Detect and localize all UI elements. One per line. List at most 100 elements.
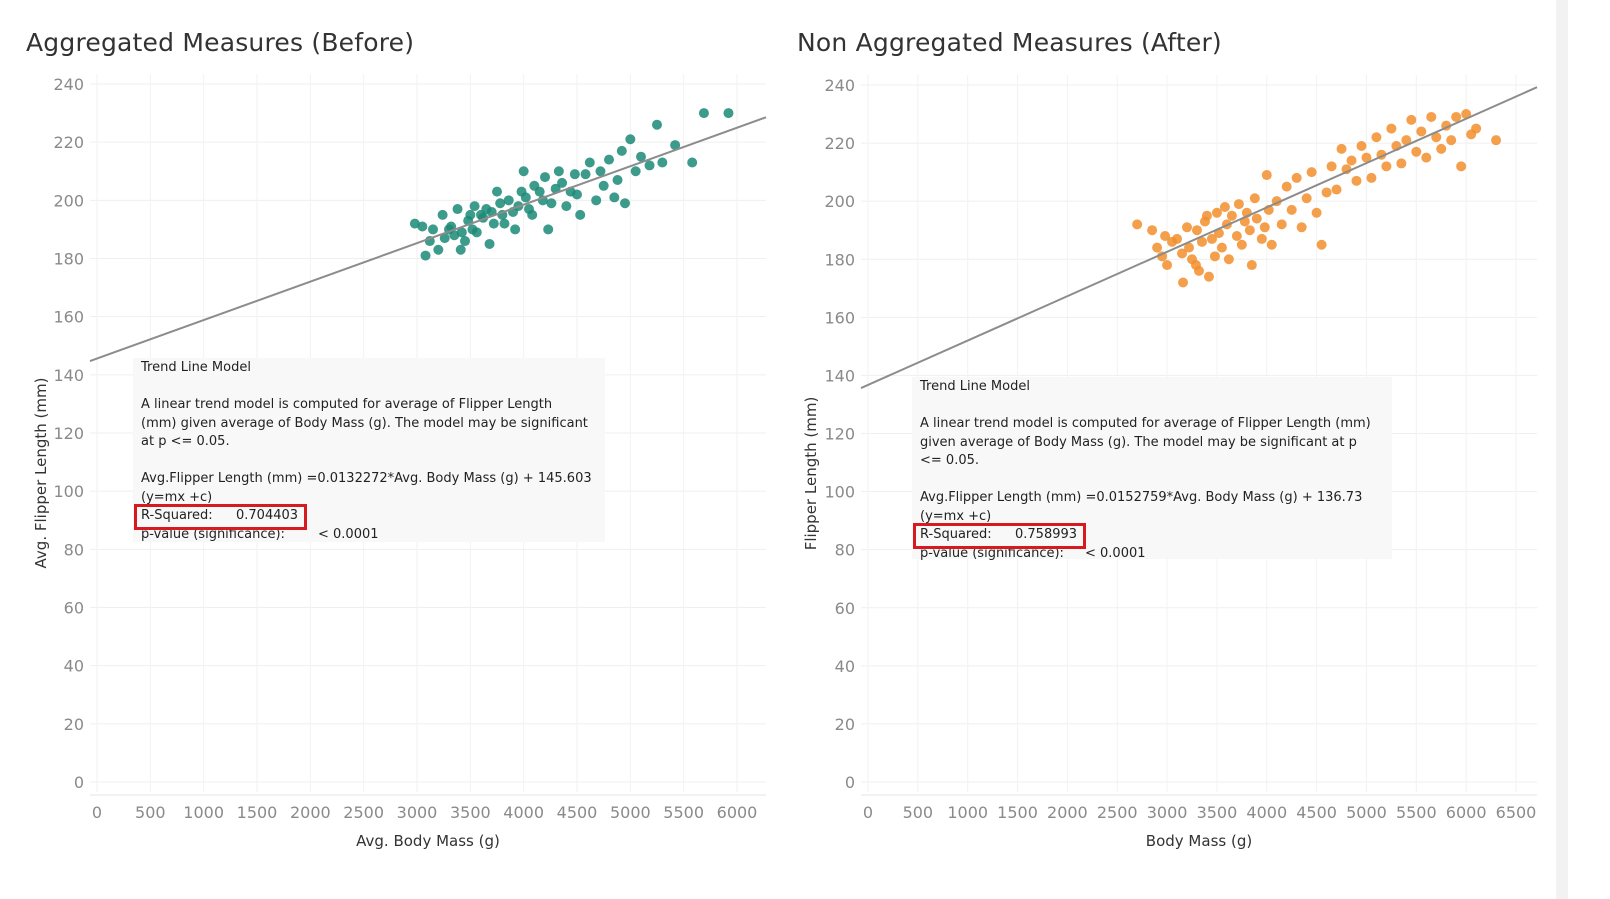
data-point (456, 227, 467, 238)
data-point (591, 195, 602, 206)
data-point (1426, 111, 1437, 122)
data-point (518, 166, 529, 177)
data-point (1259, 222, 1270, 233)
y-tick-label: 0 (845, 773, 855, 792)
data-point (1276, 219, 1287, 230)
data-point (698, 108, 709, 119)
x-tick-label: 5500 (663, 803, 704, 822)
data-point (1491, 135, 1502, 146)
x-tick-label: 5000 (1346, 803, 1387, 822)
data-point (1306, 167, 1317, 178)
data-point (572, 189, 582, 200)
scrollbar-track[interactable] (1556, 0, 1568, 899)
data-point (503, 195, 514, 206)
data-point (1446, 135, 1457, 146)
data-point (1331, 184, 1342, 195)
x-tick-label: 6000 (1446, 803, 1487, 822)
data-point (1209, 251, 1220, 262)
data-point (1386, 123, 1397, 134)
y-tick-label: 180 (824, 250, 855, 269)
data-point (1233, 199, 1244, 210)
y-tick-label: 140 (53, 366, 84, 385)
data-point (1301, 193, 1312, 204)
x-tick-label: 1500 (237, 803, 278, 822)
x-axis-title: Body Mass (g) (1146, 832, 1252, 850)
chart-title: Aggregated Measures (Before) (26, 28, 415, 57)
data-point (652, 119, 662, 130)
data-point (1291, 172, 1302, 183)
trend-line (860, 86, 1538, 389)
x-tick-label: 0 (863, 803, 873, 822)
data-point (1162, 260, 1173, 271)
x-tick-label: 0 (92, 803, 102, 822)
data-point (1361, 152, 1372, 163)
data-point (1226, 210, 1237, 221)
data-point (1371, 132, 1382, 143)
data-point (495, 198, 506, 209)
data-point (557, 177, 568, 188)
data-point (1396, 158, 1407, 169)
data-point (1296, 222, 1307, 233)
data-point (625, 134, 636, 145)
data-point (1223, 254, 1234, 265)
data-point (1132, 219, 1143, 230)
y-tick-label: 20 (835, 715, 855, 734)
r-squared-label: R-Squared: (141, 508, 213, 523)
y-tick-label: 40 (835, 657, 855, 676)
data-point (488, 218, 499, 229)
x-tick-label: 2000 (1047, 803, 1088, 822)
data-point (616, 145, 627, 156)
data-point (553, 166, 564, 177)
data-point (546, 198, 557, 209)
data-point (1177, 248, 1188, 259)
y-tick-label: 80 (64, 540, 84, 559)
x-tick-label: 4000 (503, 803, 544, 822)
p-value-label: p-value (significance): (141, 526, 285, 542)
y-tick-label: 40 (64, 657, 84, 676)
y-tick-label: 60 (835, 599, 855, 618)
r-squared-value: 0.758993 (1015, 527, 1078, 542)
data-point (433, 244, 444, 255)
y-tick-label: 180 (53, 250, 84, 269)
data-point (1351, 175, 1362, 186)
x-tick-label: 4500 (1296, 803, 1337, 822)
chart-panel-before: Aggregated Measures (Before) 0 20 40 60 80 10… (0, 0, 780, 899)
y-tick-label: 140 (824, 366, 855, 385)
x-tick-label: 3000 (1147, 803, 1188, 822)
data-point (540, 172, 550, 183)
data-point (1147, 225, 1158, 236)
x-tick-label: 4000 (1246, 803, 1287, 822)
data-point (1152, 242, 1163, 253)
tooltip-equation: Avg.Flipper Length (mm) =0.0132272*Avg. … (141, 471, 592, 486)
data-point (534, 186, 545, 197)
data-point (1286, 204, 1297, 215)
data-point (1261, 170, 1272, 181)
data-point (1381, 161, 1392, 172)
data-point (1456, 161, 1467, 172)
tooltip-description: A linear trend model is computed for ave… (920, 416, 1371, 468)
data-point (1326, 161, 1337, 172)
data-point (1206, 233, 1217, 244)
data-point (1311, 207, 1322, 218)
y-tick-label: 240 (53, 75, 84, 94)
x-tick-label: 2500 (343, 803, 384, 822)
data-point (471, 227, 482, 238)
data-point (1160, 231, 1171, 242)
tooltip-description: A linear trend model is computed for ave… (141, 397, 588, 449)
x-tick-label: 500 (903, 803, 934, 822)
data-point (543, 224, 554, 235)
data-point (1196, 236, 1207, 247)
x-tick-label: 1500 (997, 803, 1038, 822)
data-point (1321, 187, 1332, 198)
chart-panel-after: Non Aggregated Measures (After) 0 20 40 60 8… (771, 0, 1556, 899)
data-point (492, 186, 502, 197)
x-tick-label: 1000 (947, 803, 988, 822)
x-tick-label: 1000 (183, 803, 224, 822)
x-tick-label: 500 (135, 803, 166, 822)
data-point (1211, 207, 1222, 218)
scatter-chart-before[interactable]: 0 20 40 60 80 100 120 140 160 180 200 220 240 0 500 100… (0, 0, 780, 899)
data-point (510, 224, 521, 235)
p-value-value: < 0.0001 (318, 526, 379, 542)
trend-line-tooltip: Trend Line Model A linear trend model is… (912, 377, 1392, 561)
data-point (465, 209, 476, 220)
